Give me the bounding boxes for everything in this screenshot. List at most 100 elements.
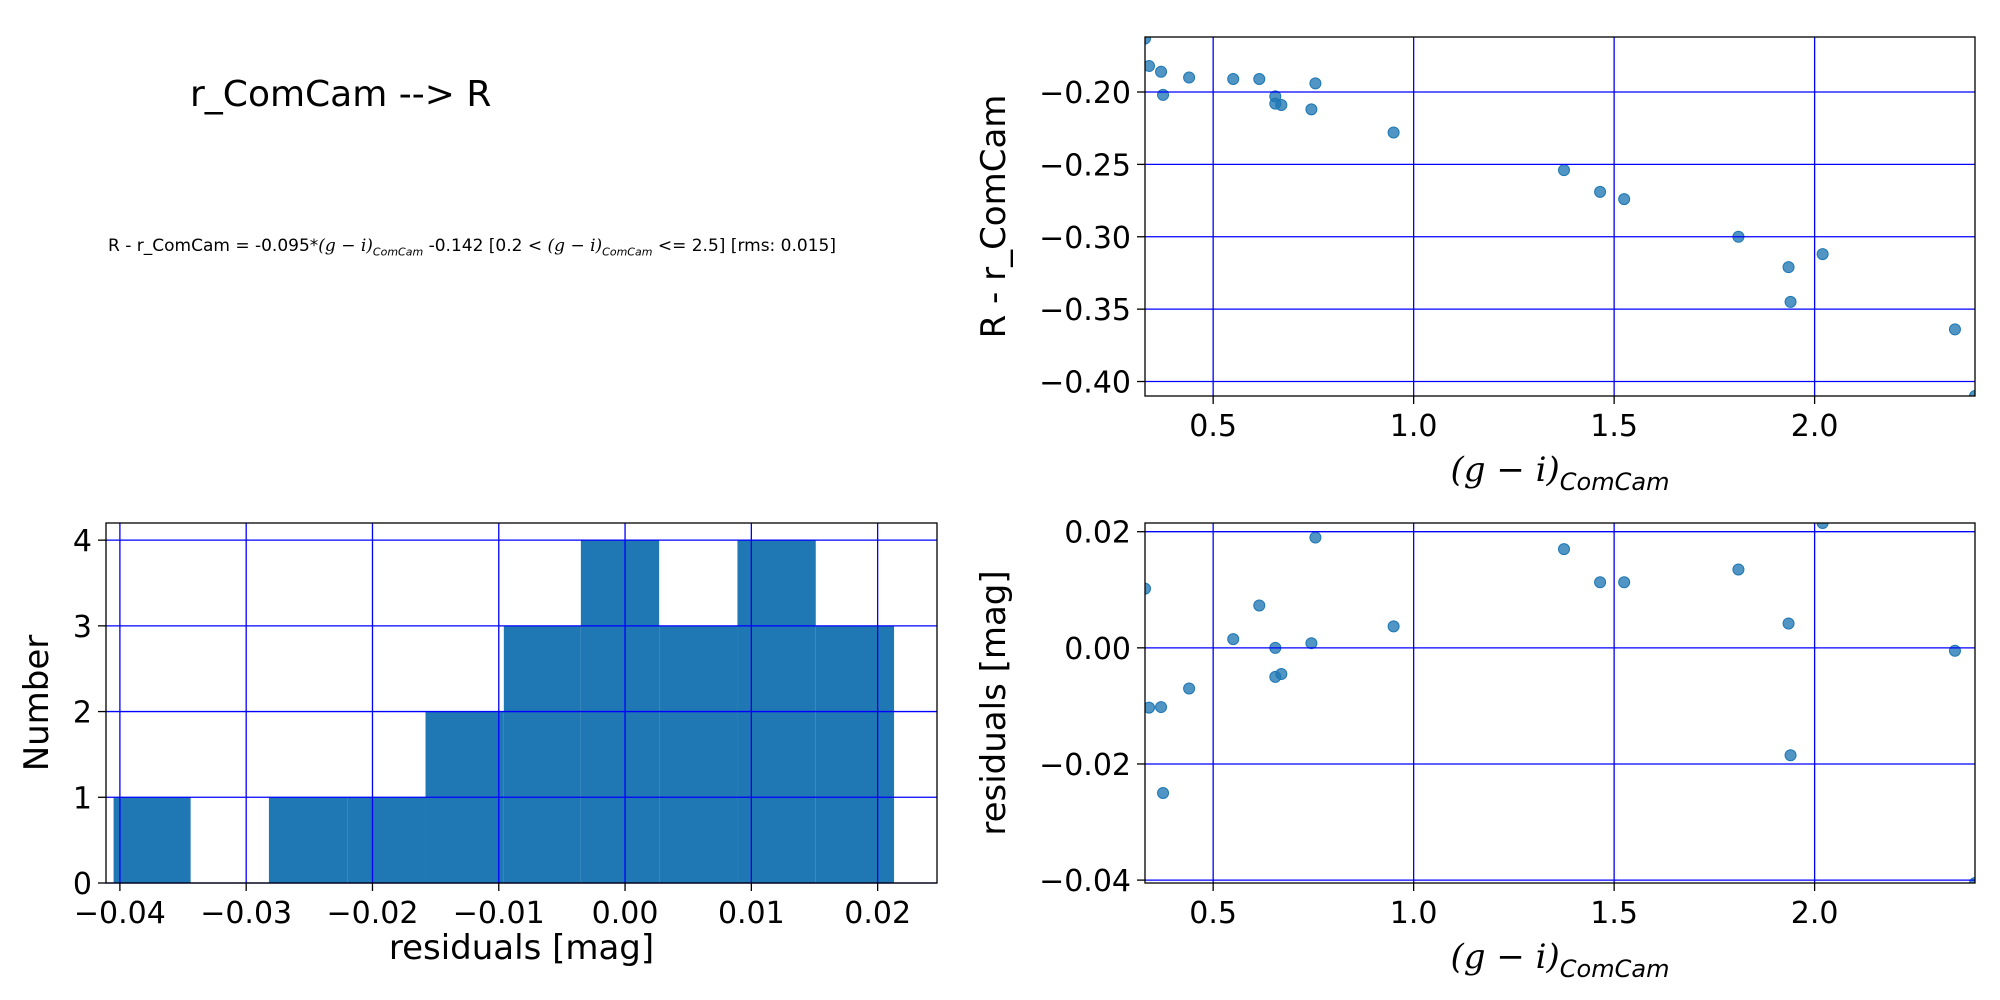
- resid-point-14: [1594, 576, 1607, 589]
- resid-xtick-label-0: 0.5: [1189, 896, 1237, 931]
- resid-point-4: [1183, 682, 1196, 695]
- resid-point-0: [1145, 582, 1151, 595]
- resid-points: [1145, 523, 1975, 883]
- hist-bar-9: [815, 625, 895, 883]
- resid-point-15: [1618, 576, 1631, 589]
- fit-xtick-label-1: 1.0: [1390, 409, 1438, 444]
- fit-point-20: [1948, 323, 1961, 336]
- fit-frame: [1144, 36, 1976, 397]
- fit-xlabel-main: (g − i): [1451, 450, 1560, 490]
- hist-xlabel: residuals [mag]: [389, 928, 654, 968]
- hist-bar-2: [268, 797, 348, 883]
- resid-point-5: [1227, 633, 1240, 646]
- resid-point-16: [1732, 563, 1745, 576]
- hist-bar-3: [347, 797, 426, 883]
- fit-ytick-label-2: −0.30: [1039, 221, 1131, 256]
- fit-xlabel-sub: ComCam: [1560, 468, 1670, 496]
- hist-ylabel: Number: [17, 635, 57, 772]
- fit-point-19: [1816, 248, 1829, 261]
- resid-chart: 0.5 1.0 1.5 2.0 0.02 0.00 −0.02 −0.04 (g − i)Com…: [974, 516, 1976, 983]
- resid-ytick-label-2: −0.02: [1039, 748, 1131, 783]
- hist-xtick-label-5: 0.01: [718, 896, 785, 931]
- hist-xtick-label-3: −0.01: [453, 896, 545, 931]
- hist-xtick-label-0: −0.04: [74, 896, 166, 931]
- resid-point-6: [1253, 599, 1266, 612]
- resid-point-19: [1816, 523, 1829, 529]
- resid-point-13: [1558, 543, 1571, 556]
- hist-xtick-label-1: −0.03: [200, 896, 292, 931]
- resid-plot-area: [1145, 523, 1975, 883]
- fit-xlabel: (g − i)ComCam: [1451, 450, 1670, 496]
- hist-chart: −0.04 −0.03 −0.02 −0.01 0.00 0.01 0.02 0 1 2 3 4 res…: [17, 522, 938, 968]
- fit-point-6: [1253, 72, 1266, 85]
- hist-xtick-label-4: 0.00: [592, 896, 659, 931]
- resid-point-12: [1387, 620, 1400, 633]
- fit-point-9: [1275, 99, 1288, 112]
- equation-tail: <= 2.5] [rms: 0.015]: [652, 236, 836, 256]
- fit-ylabel: R - r_ComCam: [974, 95, 1014, 339]
- fit-xtick-label-3: 2.0: [1791, 409, 1839, 444]
- equation-term1: (g − i): [318, 236, 373, 256]
- resid-frame: [1144, 522, 1976, 884]
- fit-ytick-label-4: −0.40: [1039, 366, 1131, 401]
- fit-point-5: [1227, 72, 1240, 85]
- resid-xlabel: (g − i)ComCam: [1451, 937, 1670, 983]
- fit-point-1: [1145, 59, 1156, 72]
- hist-frame: [105, 522, 938, 884]
- resid-ylabel: residuals [mag]: [974, 570, 1014, 835]
- equation-term1-sub: ComCam: [372, 245, 424, 259]
- resid-ytick-label-3: −0.04: [1039, 864, 1131, 899]
- fit-point-10: [1305, 103, 1318, 116]
- resid-ytick-label-0: 0.02: [1064, 516, 1131, 551]
- equation-term2-sub: ComCam: [602, 245, 653, 259]
- hist-ytick-label-3: 3: [73, 610, 92, 645]
- fit-equation: R - r_ComCam = -0.095*(g − i)ComCam -0.1…: [108, 236, 836, 258]
- fit-point-14: [1594, 185, 1607, 198]
- fit-point-21: [1969, 390, 1975, 396]
- hist-ytick-label-4: 4: [73, 524, 92, 559]
- resid-xlabel-sub: ComCam: [1560, 955, 1670, 983]
- hist-bar-0: [113, 797, 191, 883]
- hist-bar-7: [659, 625, 738, 883]
- resid-point-10: [1305, 637, 1318, 650]
- resid-grid: [1145, 523, 1975, 883]
- hist-bar-5: [503, 625, 581, 883]
- resid-point-18: [1784, 749, 1797, 762]
- fit-point-18: [1784, 295, 1797, 308]
- resid-point-9: [1275, 667, 1288, 680]
- fit-point-13: [1558, 164, 1571, 177]
- fit-point-11: [1309, 77, 1322, 90]
- equation-mid: -0.142 [0.2 <: [423, 236, 548, 256]
- fit-ytick-label-1: −0.25: [1039, 148, 1131, 183]
- fit-plot-area: [1145, 37, 1975, 396]
- fit-ytick-label-0: −0.20: [1039, 76, 1131, 111]
- resid-xlabel-main: (g − i): [1451, 937, 1560, 977]
- resid-point-17: [1782, 617, 1795, 630]
- resid-xtick-label-3: 2.0: [1791, 896, 1839, 931]
- fit-points: [1145, 37, 1975, 396]
- fit-point-2: [1155, 65, 1168, 78]
- fit-point-17: [1782, 261, 1795, 274]
- fit-xtick-label-0: 0.5: [1189, 409, 1237, 444]
- fit-grid: [1145, 37, 1975, 396]
- resid-point-2: [1155, 701, 1168, 714]
- fit-chart: 0.5 1.0 1.5 2.0 −0.20 −0.25 −0.30 −0.35 −0.40 (g …: [974, 36, 1976, 496]
- fit-point-12: [1387, 126, 1400, 139]
- hist-ytick-label-1: 1: [73, 781, 92, 816]
- resid-xtick-label-1: 1.0: [1390, 896, 1438, 931]
- resid-point-11: [1309, 531, 1322, 544]
- equation-lhs: R - r_ComCam = -0.095*: [108, 236, 319, 256]
- resid-point-3: [1157, 787, 1170, 799]
- hist-xtick-label-2: −0.02: [327, 896, 419, 931]
- resid-ytick-label-1: 0.00: [1064, 632, 1131, 667]
- figure-title: r_ComCam --> R: [190, 74, 492, 115]
- equation-term2: (g − i): [547, 236, 603, 256]
- fit-point-0: [1145, 37, 1151, 45]
- fit-point-4: [1183, 71, 1196, 84]
- fit-ytick-label-3: −0.35: [1039, 293, 1131, 328]
- fit-point-3: [1157, 88, 1170, 101]
- hist-xtick-label-6: 0.02: [844, 896, 911, 931]
- hist-ytick-label-2: 2: [73, 696, 92, 731]
- resid-point-1: [1145, 701, 1156, 714]
- hist-ytick-label-0: 0: [73, 867, 92, 902]
